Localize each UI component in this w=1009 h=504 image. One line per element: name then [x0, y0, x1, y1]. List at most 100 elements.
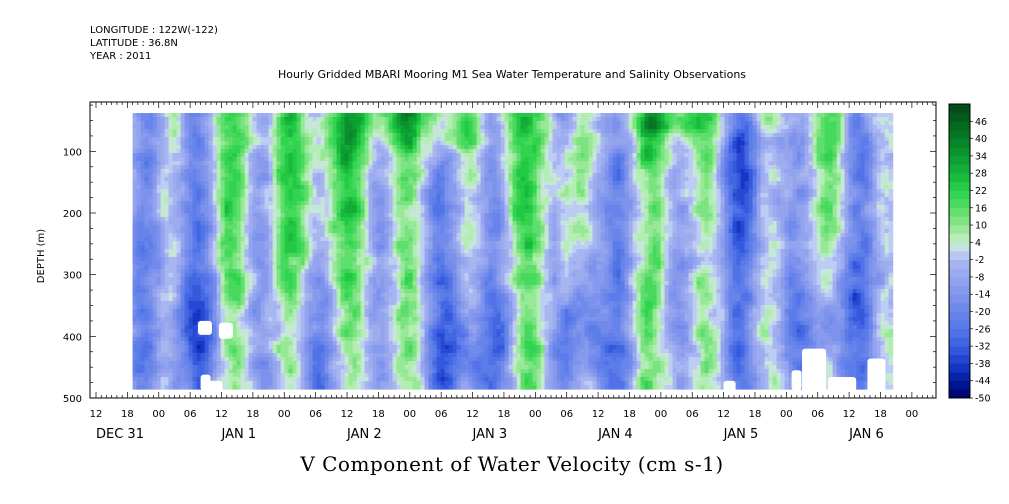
heatmap-cell: [420, 209, 426, 214]
heatmap-cell: [324, 133, 330, 138]
heatmap-cell: [412, 141, 418, 146]
heatmap-cell: [568, 185, 574, 190]
heatmap-cell: [696, 161, 702, 166]
heatmap-cell: [436, 117, 442, 122]
heatmap-cell: [624, 145, 630, 150]
heatmap-cell: [796, 121, 802, 126]
heatmap-cell: [792, 197, 798, 202]
heatmap-cell: [184, 197, 190, 202]
heatmap-cell: [856, 133, 862, 138]
heatmap-cell: [312, 197, 318, 202]
heatmap-cell: [760, 137, 766, 142]
heatmap-cell: [496, 141, 502, 146]
heatmap-cell: [248, 213, 254, 218]
heatmap-cell: [460, 185, 466, 190]
heatmap-cell: [484, 125, 490, 130]
heatmap-cell: [680, 149, 686, 154]
heatmap-cell: [616, 169, 622, 174]
heatmap-cell: [424, 121, 430, 126]
heatmap-cell: [316, 117, 322, 122]
heatmap-cell: [444, 165, 450, 170]
heatmap-cell: [328, 193, 334, 198]
heatmap-cell: [284, 117, 290, 122]
heatmap-cell: [396, 161, 402, 166]
heatmap-cell: [752, 213, 758, 218]
heatmap-cell: [736, 209, 742, 214]
heatmap-cell: [476, 125, 482, 130]
heatmap-cell: [724, 141, 730, 146]
heatmap-cell: [368, 189, 374, 194]
heatmap-cell: [828, 189, 834, 194]
heatmap-cell: [392, 209, 398, 214]
heatmap-cell: [700, 117, 706, 122]
heatmap-cell: [788, 193, 794, 198]
heatmap-cell: [692, 169, 698, 174]
heatmap-cell: [780, 157, 786, 162]
heatmap-cell: [340, 209, 346, 214]
heatmap-cell: [552, 121, 558, 126]
heatmap-cell: [256, 137, 262, 142]
heatmap-cell: [520, 209, 526, 214]
heatmap-cell: [736, 153, 742, 158]
heatmap-cell: [796, 185, 802, 190]
heatmap-cell: [784, 197, 790, 202]
heatmap-cell: [412, 205, 418, 210]
heatmap-cell: [224, 213, 230, 218]
heatmap-cell: [184, 141, 190, 146]
heatmap-cell: [828, 133, 834, 138]
heatmap-cell: [500, 205, 506, 210]
heatmap-cell: [712, 133, 718, 138]
heatmap-cell: [432, 165, 438, 170]
heatmap-cell: [764, 121, 770, 126]
heatmap-cell: [804, 157, 810, 162]
heatmap-cell: [832, 209, 838, 214]
heatmap-cell: [824, 185, 830, 190]
heatmap-cell: [240, 189, 246, 194]
heatmap-cell: [148, 133, 154, 138]
heatmap-cell: [652, 201, 658, 206]
heatmap-cell: [200, 117, 206, 122]
heatmap-cell: [440, 177, 446, 182]
heatmap-cell: [704, 177, 710, 182]
heatmap-cell: [672, 193, 678, 198]
heatmap-cell: [444, 113, 450, 118]
heatmap-cell: [508, 185, 514, 190]
heatmap-cell: [696, 153, 702, 158]
heatmap-cell: [448, 181, 454, 186]
heatmap-cell: [352, 145, 358, 150]
heatmap-cell: [764, 169, 770, 174]
heatmap-cell: [264, 149, 270, 154]
heatmap-cell: [772, 149, 778, 154]
heatmap-cell: [248, 209, 254, 214]
heatmap-cell: [296, 141, 302, 146]
heatmap-cell: [376, 169, 382, 174]
heatmap-cell: [132, 141, 138, 146]
heatmap-cell: [308, 137, 314, 142]
heatmap-cell: [436, 149, 442, 154]
heatmap-cell: [716, 121, 722, 126]
heatmap-cell: [256, 201, 262, 206]
heatmap-cell: [816, 213, 822, 218]
heatmap-cell: [328, 161, 334, 166]
heatmap-cell: [632, 129, 638, 134]
heatmap-cell: [448, 165, 454, 170]
heatmap-cell: [168, 125, 174, 130]
heatmap-cell: [696, 145, 702, 150]
heatmap-cell: [292, 173, 298, 178]
heatmap-cell: [584, 193, 590, 198]
heatmap-cell: [888, 213, 894, 218]
heatmap-cell: [724, 113, 730, 118]
heatmap-cell: [588, 185, 594, 190]
heatmap-cell: [712, 125, 718, 130]
heatmap-cell: [724, 165, 730, 170]
heatmap-cell: [668, 213, 674, 218]
heatmap-cell: [844, 121, 850, 126]
heatmap-cell: [660, 145, 666, 150]
heatmap-cell: [664, 149, 670, 154]
heatmap-cell: [392, 121, 398, 126]
heatmap-cell: [240, 113, 246, 118]
heatmap-cell: [712, 173, 718, 178]
heatmap-cell: [196, 209, 202, 214]
heatmap-cell: [400, 133, 406, 138]
heatmap-cell: [292, 181, 298, 186]
